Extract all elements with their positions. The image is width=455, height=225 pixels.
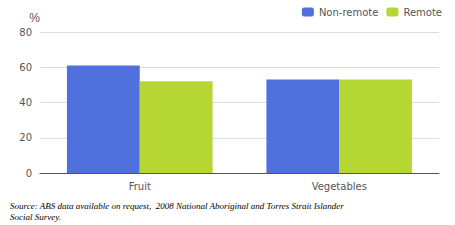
svg-text:Source: ABS data available on: Source: ABS data available on request, 2… (10, 201, 344, 211)
svg-text:0: 0 (26, 168, 32, 179)
svg-text:%: % (29, 11, 40, 25)
svg-text:Social Survey.: Social Survey. (10, 212, 61, 222)
svg-text:20: 20 (19, 132, 32, 143)
svg-text:60: 60 (19, 62, 32, 73)
svg-text:Remote: Remote (403, 7, 442, 18)
svg-text:40: 40 (19, 97, 32, 108)
svg-text:Vegetables: Vegetables (312, 181, 367, 192)
svg-text:80: 80 (19, 27, 32, 38)
svg-text:Non-remote: Non-remote (319, 7, 379, 18)
svg-text:Fruit: Fruit (129, 181, 151, 192)
